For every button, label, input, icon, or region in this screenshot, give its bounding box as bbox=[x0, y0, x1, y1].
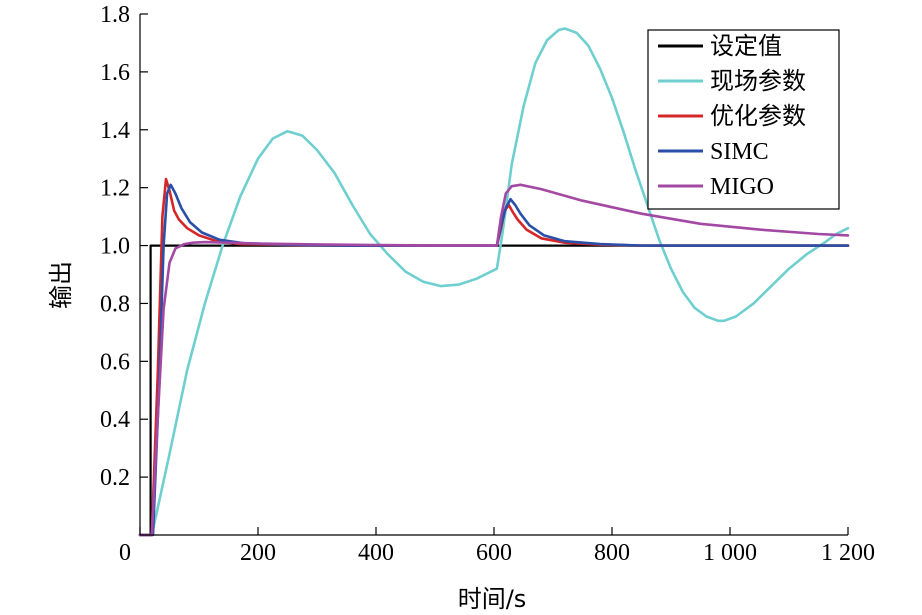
y-tick-label: 1.0 bbox=[100, 234, 130, 260]
x-axis-title: 时间/s bbox=[458, 585, 527, 613]
y-tick-label: 0.2 bbox=[100, 465, 130, 491]
ticks-layer: 0 200 400 600 800 1 000 1 200 0.2 0.4 0.6 0.8 1.0 1.… bbox=[100, 2, 875, 566]
y-tick-label: 0.6 bbox=[100, 349, 130, 375]
x-tick-label: 1 000 bbox=[703, 540, 757, 566]
legend-label: MIGO bbox=[710, 174, 774, 200]
x-tick-label: 0 bbox=[119, 540, 131, 566]
x-tick-label: 1 200 bbox=[821, 540, 875, 566]
legend-label: SIMC bbox=[710, 139, 769, 165]
x-tick-label: 800 bbox=[594, 540, 630, 566]
series-line-1 bbox=[138, 244, 850, 537]
series-line-4 bbox=[138, 183, 850, 537]
legend-box bbox=[647, 29, 840, 210]
series-line-2 bbox=[138, 27, 850, 537]
y-axis-title: 输出 bbox=[47, 261, 75, 309]
y-tick-label: 1.4 bbox=[100, 118, 130, 144]
y-tick-label: 1.2 bbox=[100, 176, 130, 202]
x-tick-label: 400 bbox=[358, 540, 394, 566]
x-tick-label: 600 bbox=[476, 540, 512, 566]
legend-label: 设定值 bbox=[710, 33, 782, 60]
y-tick-label: 0.8 bbox=[100, 291, 130, 317]
series-line-3 bbox=[138, 177, 850, 537]
x-tick-label: 200 bbox=[240, 540, 276, 566]
y-tick-label: 1.6 bbox=[100, 60, 130, 86]
series-line-5 bbox=[138, 183, 850, 537]
series-layer bbox=[138, 27, 850, 537]
y-tick-label: 0.4 bbox=[100, 407, 130, 433]
legend-label: 优化参数 bbox=[710, 103, 806, 130]
legend-label: 现场参数 bbox=[710, 68, 806, 95]
plot-area: 0 200 400 600 800 1 000 1 200 0.2 0.4 0.6 0.8 1.0 1.… bbox=[100, 2, 875, 566]
y-tick-label: 1.8 bbox=[100, 2, 130, 28]
